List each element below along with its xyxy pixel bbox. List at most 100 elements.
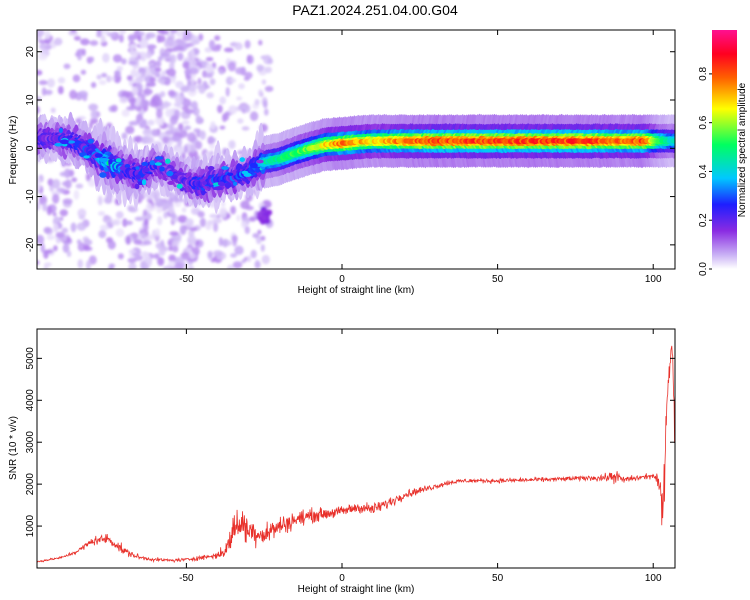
heatmap-cell [154, 162, 162, 166]
heatmap-cell [142, 240, 152, 246]
heatmap-cell [67, 140, 76, 144]
heatmap-cell [249, 111, 259, 122]
heatmap-cell [246, 255, 252, 263]
heatmap-cell [74, 52, 81, 57]
heatmap-cell [154, 228, 161, 237]
heatmap-cell [77, 242, 86, 252]
heatmap-cell [241, 126, 250, 131]
heatmap-cell [88, 255, 97, 265]
heatmap-cell [114, 70, 120, 76]
heatmap-cell [190, 35, 200, 46]
heatmap-cell [115, 228, 125, 238]
heatmap-cell [151, 66, 155, 76]
heatmap-cell [202, 181, 208, 185]
heatmap-cell [141, 262, 147, 269]
heatmap-cell [126, 75, 133, 81]
heatmap-cell [62, 198, 73, 205]
heatmap-cell [208, 39, 216, 50]
heatmap-cell [187, 132, 197, 143]
heatmap-cell [257, 229, 262, 235]
y-tick-label: 20 [25, 46, 36, 58]
heatmap-cell [178, 130, 188, 138]
y-tick-label: 4000 [25, 389, 36, 412]
heatmap-cell [163, 211, 168, 219]
heatmap-cell [37, 202, 41, 211]
heatmap-cell [70, 30, 77, 33]
heatmap-cell [61, 181, 69, 187]
heatmap-cell [189, 227, 198, 232]
heatmap-cell [254, 260, 261, 269]
heatmap-cell [146, 32, 156, 39]
heatmap-cell [243, 104, 251, 113]
heatmap-cell [50, 107, 56, 114]
heatmap-cell [131, 247, 142, 257]
heatmap-cell [199, 217, 206, 228]
y-tick-label: 0 [25, 145, 36, 151]
heatmap-cell [209, 78, 216, 86]
heatmap-cell [157, 30, 165, 34]
heatmap-cell [234, 42, 243, 51]
heatmap-cell [37, 52, 48, 61]
colorbar-gradient-bar [712, 30, 737, 269]
heatmap-cell [168, 197, 174, 204]
heatmap-cell [149, 101, 159, 108]
heatmap-cell [165, 39, 175, 45]
heatmap-cell [39, 43, 47, 50]
spectrogram-y-axis-label: Frequency (Hz) [8, 116, 19, 185]
colorbar-label: Normalized spectral amplitude [737, 82, 748, 217]
x-tick-label: 100 [645, 573, 662, 584]
heatmap-cell [181, 207, 187, 213]
heatmap-cell [130, 120, 140, 126]
heatmap-cell [211, 47, 221, 52]
heatmap-cell [121, 109, 130, 117]
heatmap-cell [134, 101, 140, 107]
heatmap-cell [99, 224, 109, 231]
heatmap-cell [219, 207, 227, 215]
heatmap-cell [252, 233, 259, 239]
heatmap-cell [97, 195, 103, 206]
heatmap-cell [235, 67, 245, 75]
heatmap-cell [112, 54, 123, 63]
heatmap-cell [217, 181, 225, 187]
heatmap-cell [38, 80, 48, 86]
heatmap-cell [214, 35, 221, 41]
heatmap-cell [90, 117, 99, 125]
heatmap-cell [102, 215, 113, 224]
heatmap-cell [147, 119, 155, 126]
heatmap-cell [198, 84, 206, 94]
heatmap-cell [43, 226, 52, 234]
heatmap-cell [176, 183, 183, 189]
heatmap-cell [127, 257, 137, 263]
heatmap-cell [162, 199, 169, 204]
heatmap-cell [256, 159, 264, 164]
heatmap-cell [181, 120, 190, 125]
heatmap-cell [206, 219, 215, 226]
heatmap-cell [37, 69, 43, 76]
heatmap-cell [99, 158, 108, 163]
heatmap-cell [100, 35, 106, 44]
x-tick-label: -50 [179, 573, 194, 584]
heatmap-cell [96, 31, 102, 38]
heatmap-cell [160, 52, 170, 58]
heatmap-cell [54, 142, 63, 147]
heatmap-cell [256, 64, 264, 72]
heatmap-cell [60, 139, 69, 145]
heatmap-cell [141, 161, 148, 166]
heatmap-cell [181, 106, 189, 111]
heatmap-cell [255, 167, 260, 173]
heatmap-cell [228, 105, 238, 115]
heatmap-cell [264, 108, 269, 116]
heatmap-cell [83, 155, 90, 159]
heatmap-cell [62, 243, 70, 253]
heatmap-cell [54, 37, 63, 46]
heatmap-cell [157, 78, 166, 83]
heatmap-cell [128, 262, 137, 269]
heatmap-cell [128, 249, 137, 254]
heatmap-cell [37, 182, 41, 191]
heatmap-cell [205, 73, 213, 78]
heatmap-cell [83, 243, 90, 251]
heatmap-cell [158, 35, 166, 43]
heatmap-cell [261, 214, 268, 221]
heatmap-cell [159, 166, 165, 172]
